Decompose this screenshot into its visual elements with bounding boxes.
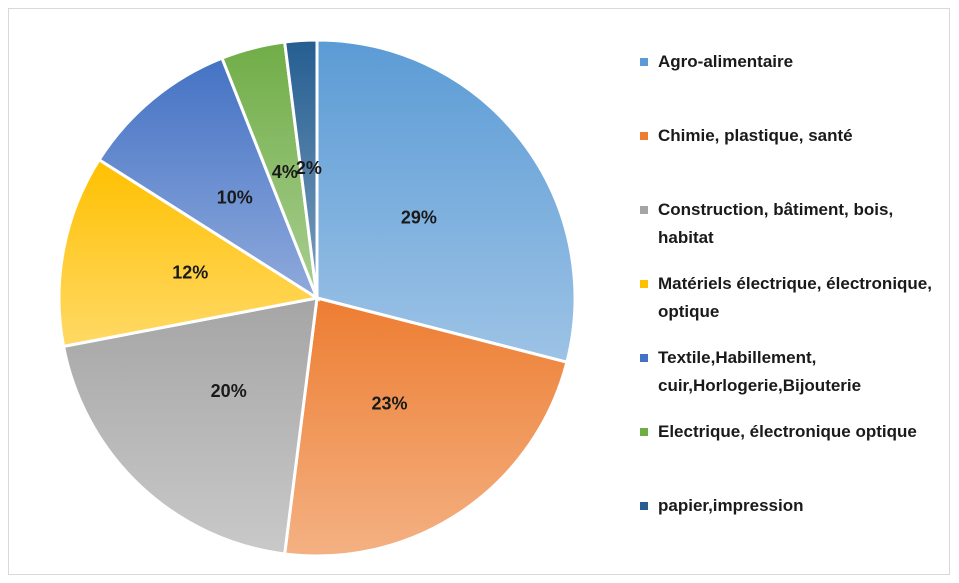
data-label: 23%: [371, 393, 407, 413]
legend-label: Construction, bâtiment, bois, habitat: [658, 200, 894, 247]
data-label: 10%: [217, 187, 253, 207]
legend-swatch: [640, 280, 648, 288]
legend-label: papier,impression: [658, 496, 804, 515]
legend-item: Electrique, électronique optique: [640, 418, 950, 446]
legend-item: Chimie, plastique, santé: [640, 122, 950, 150]
legend-label: Textile,Habillement, cuir,Horlogerie,Bij…: [658, 348, 862, 395]
pie-slice: [97, 56, 321, 302]
pie-slice: [282, 296, 569, 558]
pie-slice: [57, 157, 322, 349]
legend-swatch: [640, 428, 648, 436]
legend-item: Agro-alimentaire: [640, 48, 950, 76]
legend-label: Matériels électrique, électronique, opti…: [658, 274, 932, 321]
legend-item: papier,impression: [640, 492, 950, 520]
pie-slice: [282, 38, 319, 299]
legend-swatch: [640, 58, 648, 66]
data-label: 2%: [296, 158, 322, 178]
data-label: 12%: [172, 263, 208, 283]
legend-label: Chimie, plastique, santé: [658, 126, 853, 145]
legend-item: Construction, bâtiment, bois, habitat: [640, 196, 950, 252]
data-label: 20%: [211, 381, 247, 401]
data-label: 4%: [272, 162, 298, 182]
legend-swatch: [640, 206, 648, 214]
pie-slice: [61, 296, 319, 556]
data-label: 29%: [401, 208, 437, 228]
legend-swatch: [640, 354, 648, 362]
pie-slice: [315, 38, 577, 364]
legend-item: Matériels électrique, électronique, opti…: [640, 270, 950, 326]
legend-swatch: [640, 502, 648, 510]
legend-label: Agro-alimentaire: [658, 52, 794, 71]
legend-swatch: [640, 132, 648, 140]
legend-item: Textile,Habillement, cuir,Horlogerie,Bij…: [640, 344, 950, 400]
legend-label: Electrique, électronique optique: [658, 422, 917, 441]
